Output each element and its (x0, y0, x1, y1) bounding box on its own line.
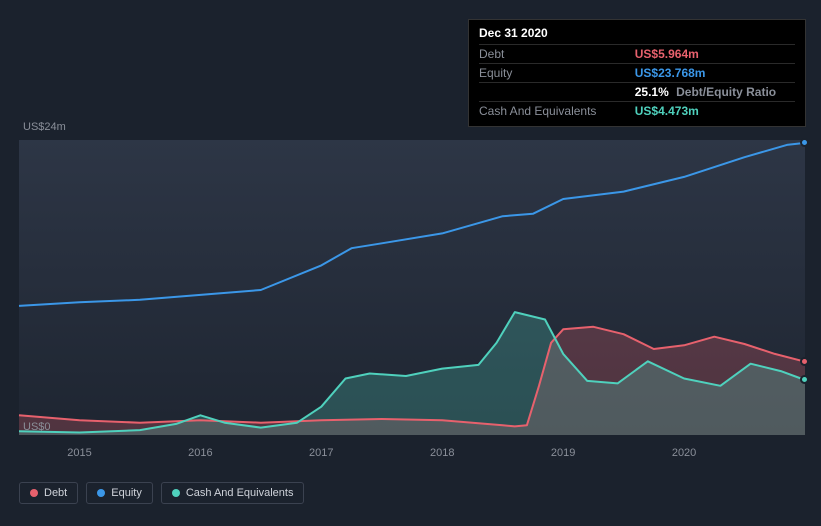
tooltip-row: Cash And EquivalentsUS$4.473m (479, 102, 795, 121)
series-end-marker (800, 357, 809, 366)
legend-dot-icon (97, 489, 105, 497)
y-axis-label: US$24m (23, 121, 66, 133)
series-line (19, 143, 805, 306)
legend-label: Equity (111, 487, 142, 499)
legend-label: Cash And Equivalents (186, 487, 294, 499)
tooltip-row-label: Debt (479, 45, 635, 64)
tooltip-row-label: Cash And Equivalents (479, 102, 635, 121)
tooltip-row-value: US$5.964m (635, 45, 795, 64)
tooltip-row-value: 25.1% Debt/Equity Ratio (635, 83, 795, 102)
x-axis-tick: 2018 (430, 447, 454, 459)
tooltip-row-value: US$4.473m (635, 102, 795, 121)
x-axis-tick: 2015 (67, 447, 91, 459)
tooltip-row-value: US$23.768m (635, 64, 795, 83)
y-axis-label: US$0 (23, 421, 51, 433)
series-end-marker (800, 138, 809, 147)
x-axis-tick: 2017 (309, 447, 333, 459)
legend-item[interactable]: Debt (19, 482, 78, 504)
legend-dot-icon (172, 489, 180, 497)
tooltip-date: Dec 31 2020 (479, 26, 795, 40)
tooltip-table: DebtUS$5.964mEquityUS$23.768m25.1% Debt/… (479, 44, 795, 120)
financial-chart: US$24m US$0 2015 2016 2017 2018 2019 2020 Dec … (0, 0, 821, 526)
legend-label: Debt (44, 487, 67, 499)
tooltip-row: 25.1% Debt/Equity Ratio (479, 83, 795, 102)
tooltip-box: Dec 31 2020 DebtUS$5.964mEquityUS$23.768… (468, 19, 806, 127)
legend-item[interactable]: Equity (86, 482, 153, 504)
tooltip-row: EquityUS$23.768m (479, 64, 795, 83)
tooltip-row-label: Equity (479, 64, 635, 83)
tooltip-row-label (479, 83, 635, 102)
legend-dot-icon (30, 489, 38, 497)
legend: Debt Equity Cash And Equivalents (19, 482, 304, 504)
x-axis-tick: 2016 (188, 447, 212, 459)
x-axis-tick: 2020 (672, 447, 696, 459)
x-axis-tick: 2019 (551, 447, 575, 459)
legend-item[interactable]: Cash And Equivalents (161, 482, 305, 504)
series-end-marker (800, 375, 809, 384)
tooltip-row: DebtUS$5.964m (479, 45, 795, 64)
